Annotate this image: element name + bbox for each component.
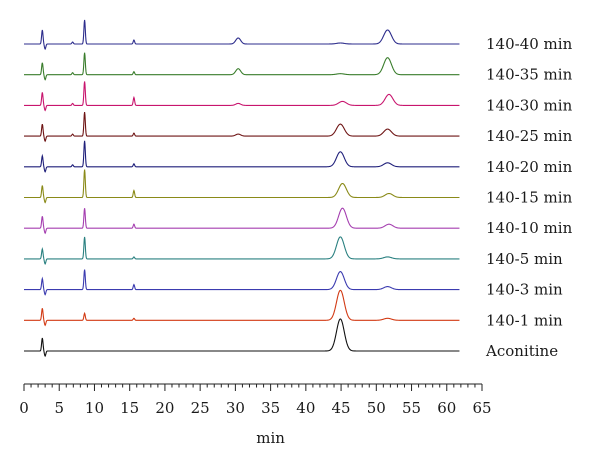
trace-label-8: 140-5 min [486, 250, 563, 268]
trace-line-10 [24, 289, 460, 327]
x-axis: 0 5 10 15 20 25 30 35 40 45 50 55 60 65 [19, 383, 492, 417]
trace-label-3: 140-30 min [486, 96, 573, 114]
trace-label-group: 140-40 min 140-35 min 140-30 min 140-25 min… [485, 35, 573, 360]
trace-line-2 [24, 52, 460, 81]
trace-line-8 [24, 236, 460, 265]
x-tick-label: 50 [367, 399, 386, 417]
trace-line-7 [24, 207, 460, 235]
trace-label-11: Aconitine [485, 342, 558, 360]
trace-label-2: 140-35 min [486, 66, 573, 84]
x-tick-label: 30 [226, 399, 245, 417]
trace-line-4 [24, 112, 460, 143]
x-tick-label: 25 [191, 399, 210, 417]
trace-group [24, 19, 460, 358]
trace-line-11 [24, 318, 460, 358]
x-tick-label: 60 [437, 399, 456, 417]
trace-label-10: 140-1 min [486, 311, 563, 329]
trace-label-9: 140-3 min [486, 281, 563, 299]
x-tick-label: 10 [85, 399, 104, 417]
x-tick-label: 40 [296, 399, 315, 417]
trace-line-5 [24, 140, 460, 173]
x-axis-title: min [256, 429, 285, 447]
trace-label-6: 140-15 min [486, 189, 573, 207]
x-tick-label: 15 [120, 399, 139, 417]
x-tick-label: 0 [19, 399, 29, 417]
trace-label-5: 140-20 min [486, 158, 573, 176]
x-tick-labels: 0 5 10 15 20 25 30 35 40 45 50 55 60 65 [19, 399, 491, 417]
trace-label-4: 140-25 min [486, 127, 573, 145]
trace-line-6 [24, 169, 460, 204]
x-tick-label: 45 [332, 399, 351, 417]
trace-label-7: 140-10 min [486, 219, 573, 237]
x-tick-label: 5 [54, 399, 64, 417]
trace-line-1 [24, 19, 460, 51]
x-tick-label: 20 [155, 399, 174, 417]
trace-line-9 [24, 269, 460, 296]
x-ticks [23, 384, 483, 391]
x-tick-label: 65 [472, 399, 491, 417]
trace-label-1: 140-40 min [486, 35, 573, 53]
trace-line-3 [24, 81, 460, 112]
x-tick-label: 55 [402, 399, 421, 417]
x-tick-label: 35 [261, 399, 280, 417]
